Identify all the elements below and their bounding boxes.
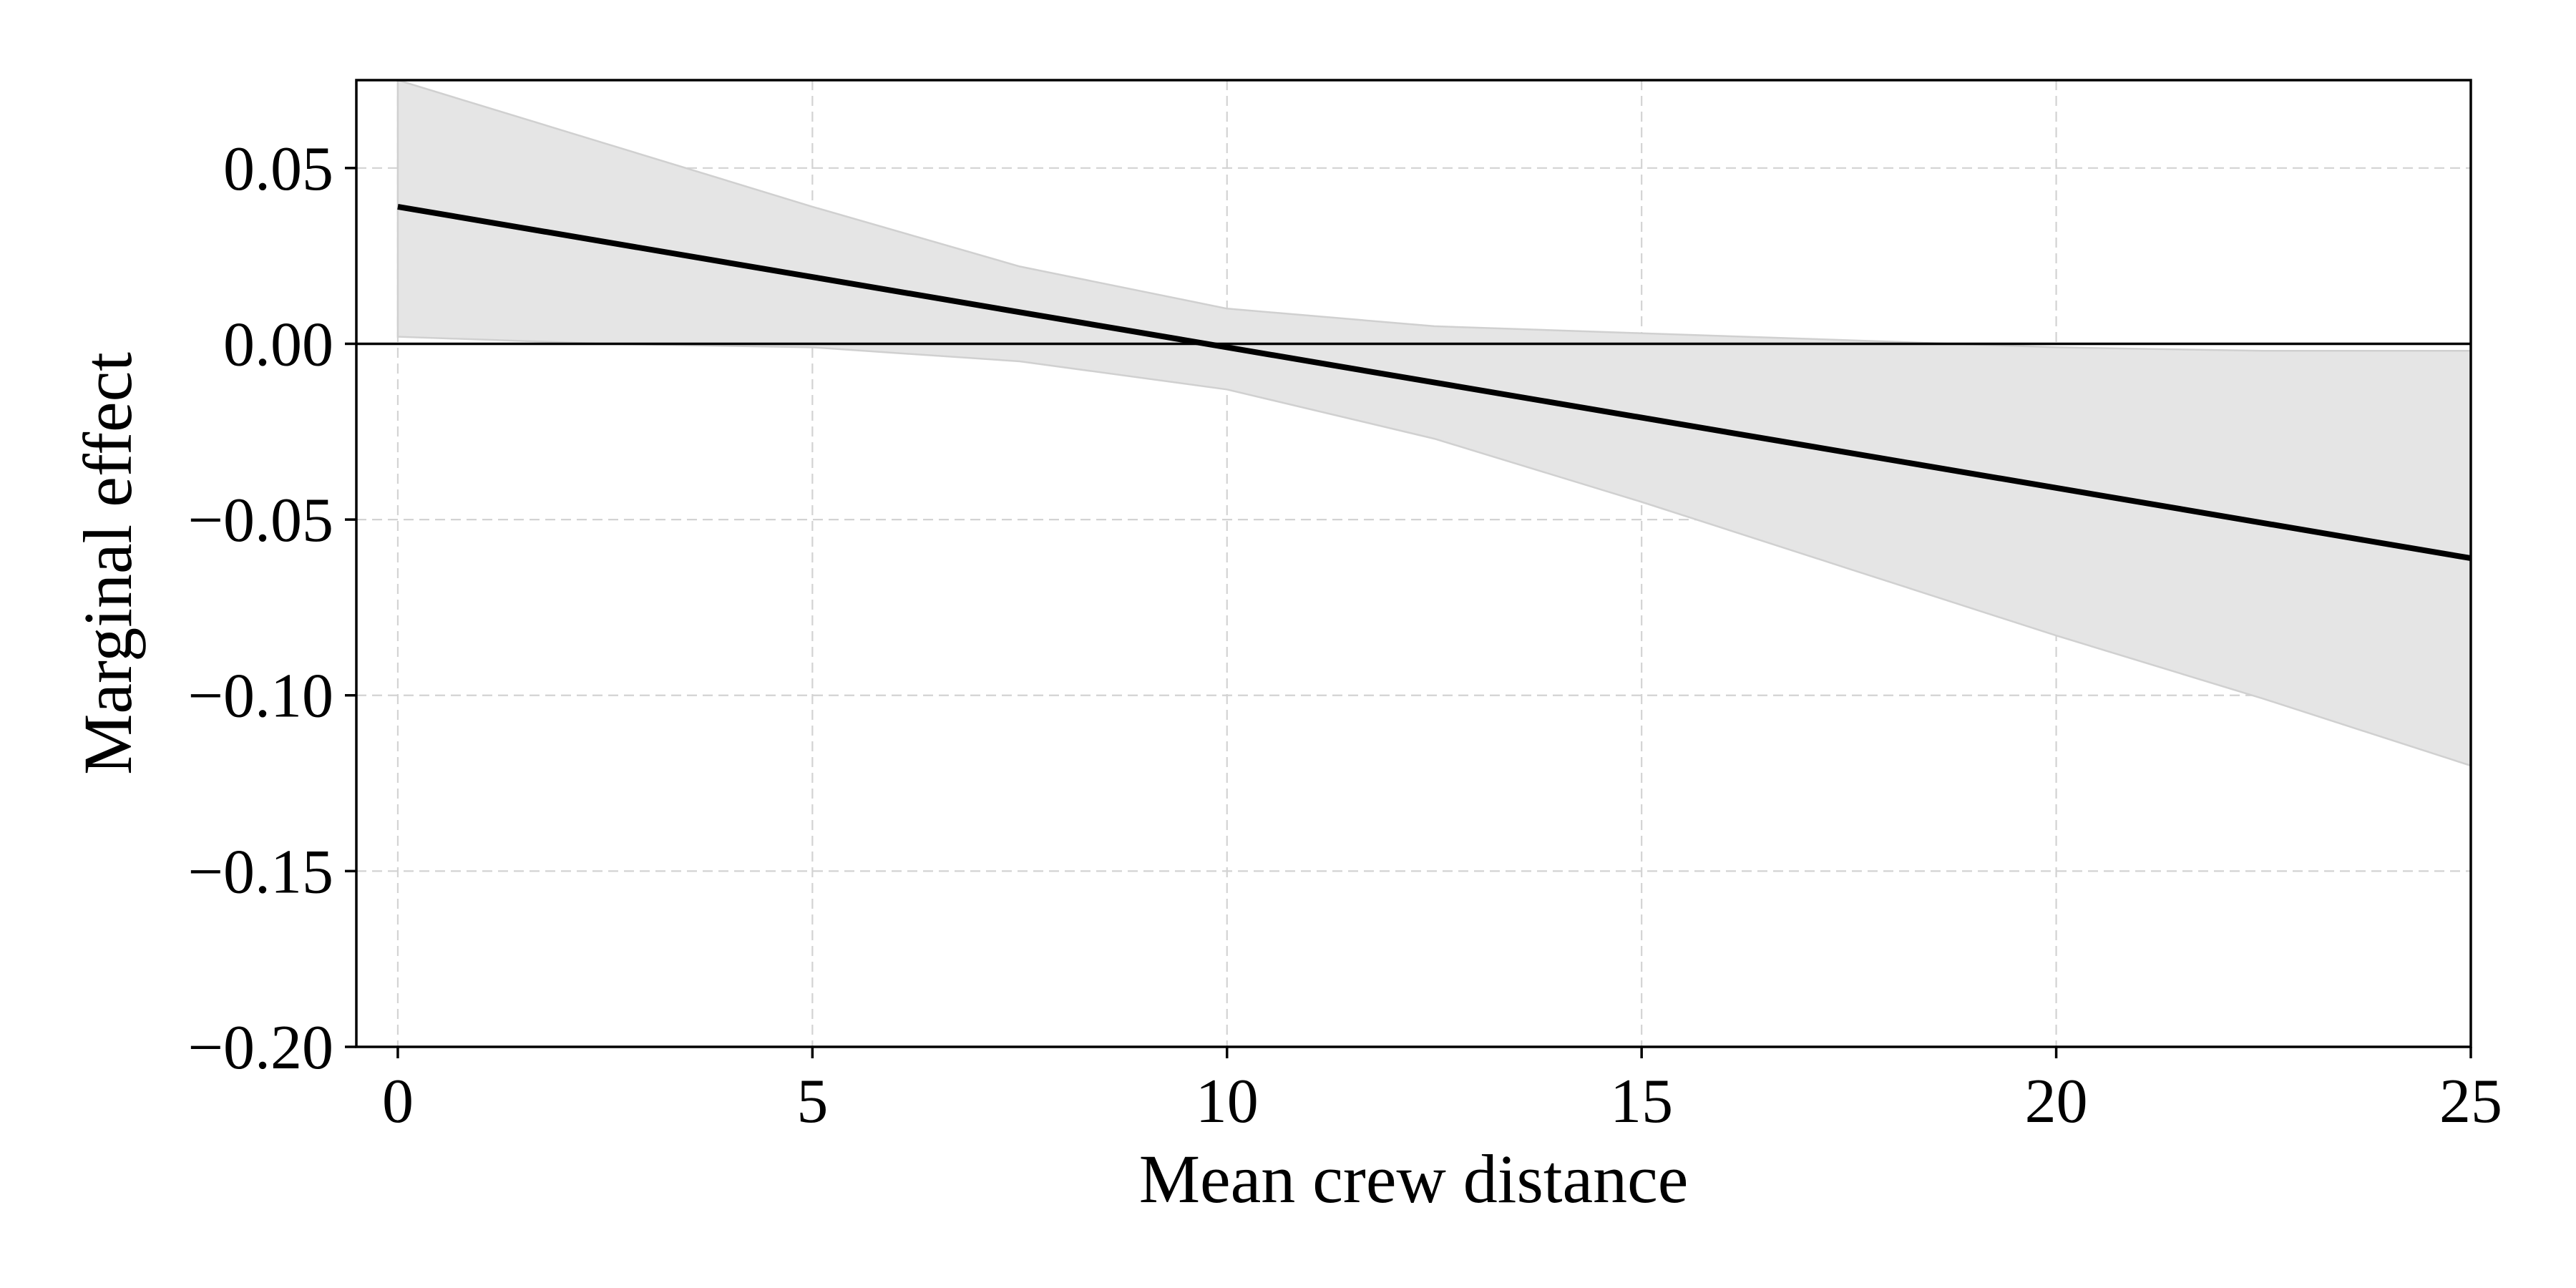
y-tick-label-4: −0.15: [187, 837, 333, 907]
effect-line-layer: [397, 203, 2472, 562]
x-tick-label-0: 0: [382, 1067, 414, 1136]
x-tick-label-3: 15: [1610, 1067, 1673, 1136]
x-tick-label-2: 10: [1196, 1067, 1259, 1136]
grid-lines: [356, 80, 2472, 1048]
y-tick-label-0: 0.05: [223, 135, 333, 204]
x-tick-label-4: 20: [2025, 1067, 2088, 1136]
axis-ticks: [345, 167, 2472, 1058]
marginal-effect-line-0: [397, 203, 2472, 562]
x-tick-label-5: 25: [2439, 1067, 2502, 1136]
y-tick-label-2: −0.05: [187, 486, 333, 555]
y-tick-label-3: −0.10: [187, 662, 333, 731]
y-tick-label-1: 0.00: [223, 310, 333, 379]
x-tick-label-1: 5: [796, 1067, 828, 1136]
x-axis-title: Mean crew distance: [1139, 1141, 1689, 1217]
y-tick-label-5: −0.20: [187, 1013, 333, 1083]
y-axis-title: Marginal effect: [69, 352, 146, 775]
plot-frame: [355, 79, 2472, 1048]
tick-labels: 0 5 10 15 20 25 0.05 0.00 −0.05 −0.10 −0.15 −0.20: [187, 135, 2502, 1136]
